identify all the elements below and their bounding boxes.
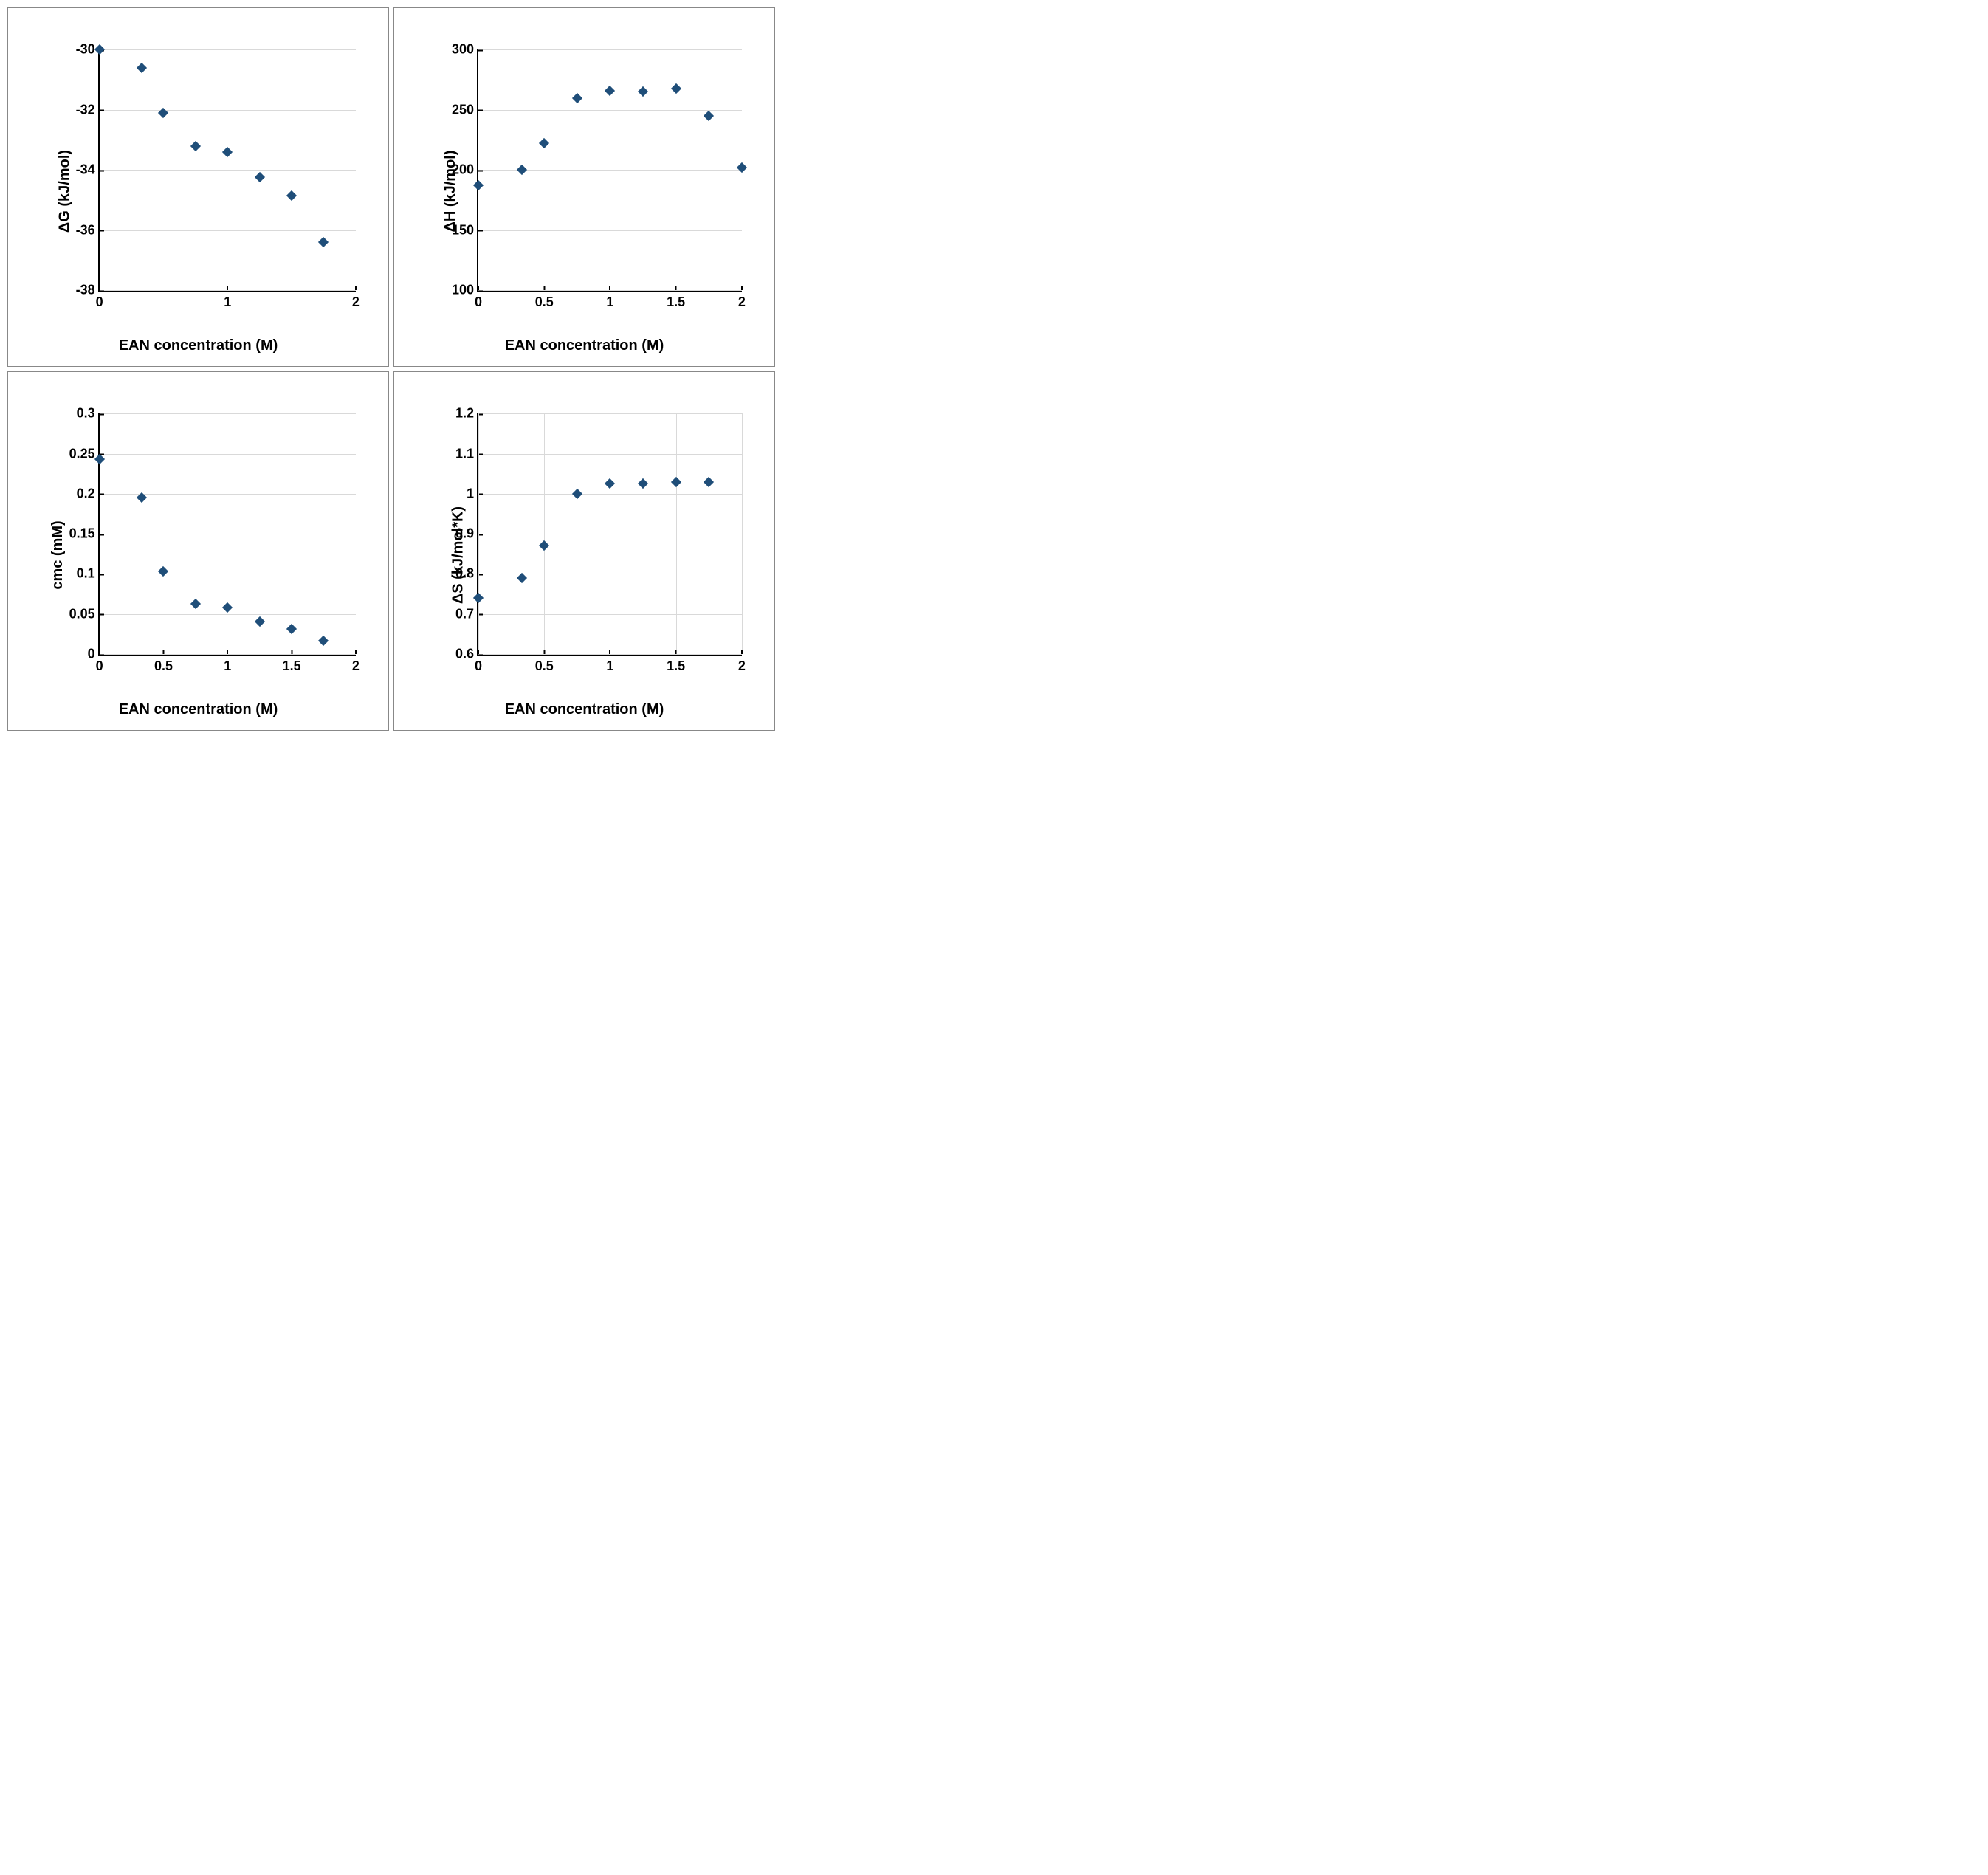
- hgrid-line: [100, 454, 356, 455]
- data-point: [190, 141, 201, 151]
- data-point: [137, 63, 147, 73]
- data-point: [473, 180, 484, 190]
- data-point: [158, 566, 168, 577]
- x-tick-label: 1: [224, 654, 231, 674]
- vgrid-line: [478, 413, 479, 654]
- data-point: [605, 478, 615, 489]
- data-point: [222, 602, 233, 613]
- x-axis-label: EAN concentration (M): [505, 337, 664, 354]
- vgrid-line: [742, 413, 743, 654]
- data-point: [190, 599, 201, 609]
- data-point: [737, 162, 747, 173]
- plot-area: 10015020025030000.511.52: [477, 49, 742, 292]
- chart-panel-dH: 10015020025030000.511.52 ΔH (kJ/mol) EAN c…: [393, 7, 775, 367]
- data-point: [638, 478, 648, 489]
- hgrid-line: [100, 110, 356, 111]
- y-tick-label: 0.2: [77, 486, 100, 501]
- y-tick-label: 300: [452, 42, 478, 58]
- x-tick-label: 1.5: [667, 654, 685, 674]
- data-point: [318, 635, 329, 645]
- x-tick-label: 0: [475, 654, 482, 674]
- plot-area: 0.60.70.80.911.11.200.511.52: [477, 413, 742, 656]
- data-point: [286, 190, 297, 201]
- chart-cmc: 00.050.10.150.20.250.300.511.52 cmc (mM) E…: [19, 387, 377, 723]
- x-tick-label: 0.5: [535, 290, 554, 310]
- vgrid-line: [544, 413, 545, 654]
- data-point: [517, 165, 527, 175]
- y-tick-label: -34: [76, 162, 100, 178]
- x-axis-label: EAN concentration (M): [119, 337, 278, 354]
- x-tick-label: 2: [738, 290, 746, 310]
- data-point: [671, 477, 681, 487]
- y-tick-label: 0.7: [455, 606, 478, 622]
- x-tick-label: 0: [96, 654, 103, 674]
- x-tick-label: 1: [606, 654, 613, 674]
- x-tick-label: 1.5: [283, 654, 301, 674]
- y-tick-label: 0.3: [77, 406, 100, 422]
- hgrid-line: [100, 49, 356, 50]
- x-axis-label: EAN concentration (M): [505, 701, 664, 718]
- y-tick-label: 1: [467, 486, 478, 501]
- data-point: [572, 92, 582, 103]
- hgrid-line: [478, 230, 742, 231]
- chart-dG: -30-32-34-36-38012 ΔG (kJ/mol) EAN concent…: [19, 23, 377, 359]
- vgrid-line: [676, 413, 677, 654]
- plot-area: 00.050.10.150.20.250.300.511.52: [98, 413, 356, 656]
- x-tick-label: 2: [738, 654, 746, 674]
- chart-dS: 0.60.70.80.911.11.200.511.52 ΔS (kJ/mol*K…: [405, 387, 763, 723]
- data-point: [255, 616, 265, 626]
- data-point: [255, 172, 265, 182]
- data-point: [539, 540, 549, 551]
- x-tick-label: 0: [96, 290, 103, 310]
- data-point: [638, 86, 648, 97]
- hgrid-line: [100, 230, 356, 231]
- x-tick-label: 1.5: [667, 290, 685, 310]
- hgrid-line: [100, 413, 356, 414]
- data-point: [704, 477, 714, 487]
- x-tick-label: 1: [606, 290, 613, 310]
- x-tick-label: 1: [224, 290, 231, 310]
- data-point: [704, 111, 714, 121]
- data-point: [286, 624, 297, 634]
- data-point: [539, 138, 549, 148]
- y-axis-label: ΔG (kJ/mol): [57, 149, 74, 232]
- hgrid-line: [478, 110, 742, 111]
- data-point: [671, 83, 681, 93]
- y-tick-label: 0.15: [69, 526, 100, 542]
- x-tick-label: 2: [352, 290, 360, 310]
- chart-panel-dS: 0.60.70.80.911.11.200.511.52 ΔS (kJ/mol*K…: [393, 371, 775, 731]
- data-point: [572, 489, 582, 499]
- y-axis-label: ΔH (kJ/mol): [442, 150, 459, 232]
- data-point: [318, 237, 329, 247]
- hgrid-line: [100, 494, 356, 495]
- x-tick-label: 0: [475, 290, 482, 310]
- plot-area: -30-32-34-36-38012: [98, 49, 356, 292]
- y-tick-label: 0.05: [69, 606, 100, 622]
- y-tick-label: 250: [452, 102, 478, 117]
- hgrid-line: [100, 614, 356, 615]
- y-tick-label: 1.1: [455, 446, 478, 461]
- x-tick-label: 0.5: [154, 654, 173, 674]
- y-axis-label: cmc (mM): [49, 520, 66, 589]
- hgrid-line: [478, 49, 742, 50]
- hgrid-line: [100, 170, 356, 171]
- y-axis-label: ΔS (kJ/mol*K): [450, 506, 467, 603]
- chart-panel-cmc: 00.050.10.150.20.250.300.511.52 cmc (mM) E…: [7, 371, 389, 731]
- chart-dH: 10015020025030000.511.52 ΔH (kJ/mol) EAN c…: [405, 23, 763, 359]
- x-axis-label: EAN concentration (M): [119, 701, 278, 718]
- y-tick-label: -32: [76, 102, 100, 117]
- y-tick-label: 1.2: [455, 406, 478, 422]
- x-tick-label: 2: [352, 654, 360, 674]
- chart-panel-dG: -30-32-34-36-38012 ΔG (kJ/mol) EAN concent…: [7, 7, 389, 367]
- data-point: [605, 86, 615, 96]
- data-point: [473, 593, 484, 603]
- data-point: [222, 147, 233, 157]
- y-tick-label: 0.1: [77, 566, 100, 582]
- y-tick-label: -36: [76, 222, 100, 238]
- x-tick-label: 0.5: [535, 654, 554, 674]
